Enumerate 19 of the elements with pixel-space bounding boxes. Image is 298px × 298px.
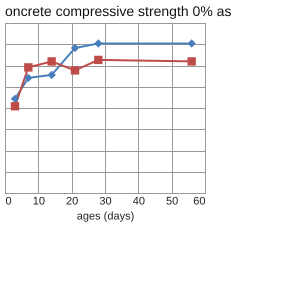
x-tick-label: 40: [132, 196, 145, 208]
point: [70, 44, 80, 52]
point: [70, 66, 80, 75]
point: [47, 70, 56, 80]
x-tick-label: 60: [193, 196, 206, 208]
x-tick-label: 20: [66, 196, 78, 208]
chart-title: oncrete compressive strength 0% as: [5, 3, 232, 19]
x-tick-label: 0: [6, 196, 12, 208]
x-tick-label: 50: [166, 196, 178, 208]
point: [187, 57, 196, 66]
x-axis-title: ages (days): [76, 210, 134, 222]
point: [94, 56, 103, 64]
point: [47, 57, 56, 66]
point: [10, 94, 20, 103]
x-tick-label: 10: [32, 196, 45, 208]
point: [24, 74, 33, 82]
point: [10, 102, 20, 110]
point: [24, 63, 33, 72]
x-tick-label: 30: [99, 196, 112, 208]
